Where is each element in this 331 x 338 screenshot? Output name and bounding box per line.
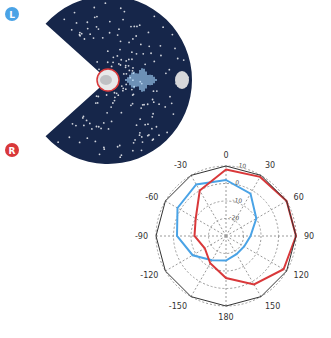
- svg-text:180: 180: [218, 313, 233, 322]
- svg-text:150: 150: [265, 302, 280, 311]
- svg-text:L: L: [9, 10, 15, 20]
- svg-text:-120: -120: [140, 271, 158, 280]
- svg-text:30: 30: [265, 161, 275, 170]
- svg-text:R: R: [9, 146, 16, 156]
- svg-text:90: 90: [304, 232, 314, 241]
- svg-text:0: 0: [235, 178, 240, 186]
- svg-text:-30: -30: [174, 161, 187, 170]
- svg-text:0: 0: [223, 151, 228, 160]
- svg-text:-60: -60: [145, 193, 158, 202]
- svg-text:120: 120: [294, 271, 309, 280]
- svg-text:-20: -20: [229, 213, 240, 222]
- svg-text:10: 10: [238, 161, 247, 169]
- svg-text:-90: -90: [135, 232, 148, 241]
- svg-text:-150: -150: [169, 302, 187, 311]
- svg-text:60: 60: [294, 193, 304, 202]
- svg-text:-10: -10: [232, 196, 243, 205]
